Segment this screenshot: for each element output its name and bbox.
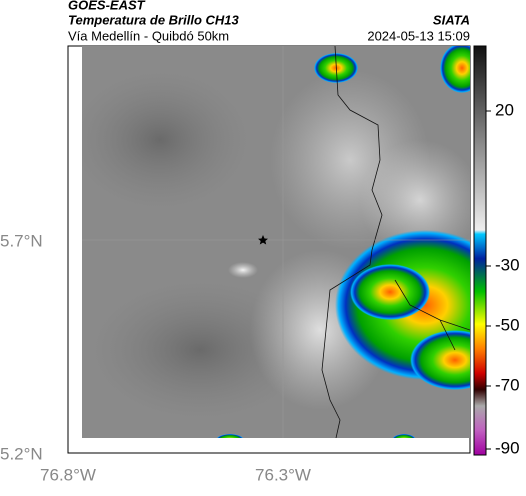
colorbar-tick-label: 20 <box>495 100 514 119</box>
source: GOES-EAST <box>68 0 146 12</box>
imagery <box>82 46 470 438</box>
map: 5.7°N 5.2°N 76.8°W 76.3°W <box>0 45 471 484</box>
colorbar: 20 -30 -50 -70 -90 <box>473 45 520 457</box>
lat-label: 5.2°N <box>0 444 43 463</box>
lon-label: 76.8°W <box>40 465 96 484</box>
timestamp: 2024-05-13 15:09 <box>367 28 470 43</box>
colorbar-scale <box>473 45 487 456</box>
city-marker <box>258 235 268 245</box>
lon-label: 76.3°W <box>255 465 311 484</box>
header: GOES-EAST Temperatura de Brillo CH13 Vía… <box>68 0 470 43</box>
colorbar-tick-label: -70 <box>495 375 520 394</box>
colorbar-tick-label: -30 <box>495 255 520 274</box>
agency: SIATA <box>433 12 470 27</box>
colorbar-tick-label: -90 <box>495 438 520 457</box>
route: Vía Medellín - Quibdó 50km <box>68 28 229 43</box>
colorbar-tick-label: -50 <box>495 315 520 334</box>
product: Temperatura de Brillo CH13 <box>68 12 240 27</box>
lat-label: 5.7°N <box>0 231 43 250</box>
